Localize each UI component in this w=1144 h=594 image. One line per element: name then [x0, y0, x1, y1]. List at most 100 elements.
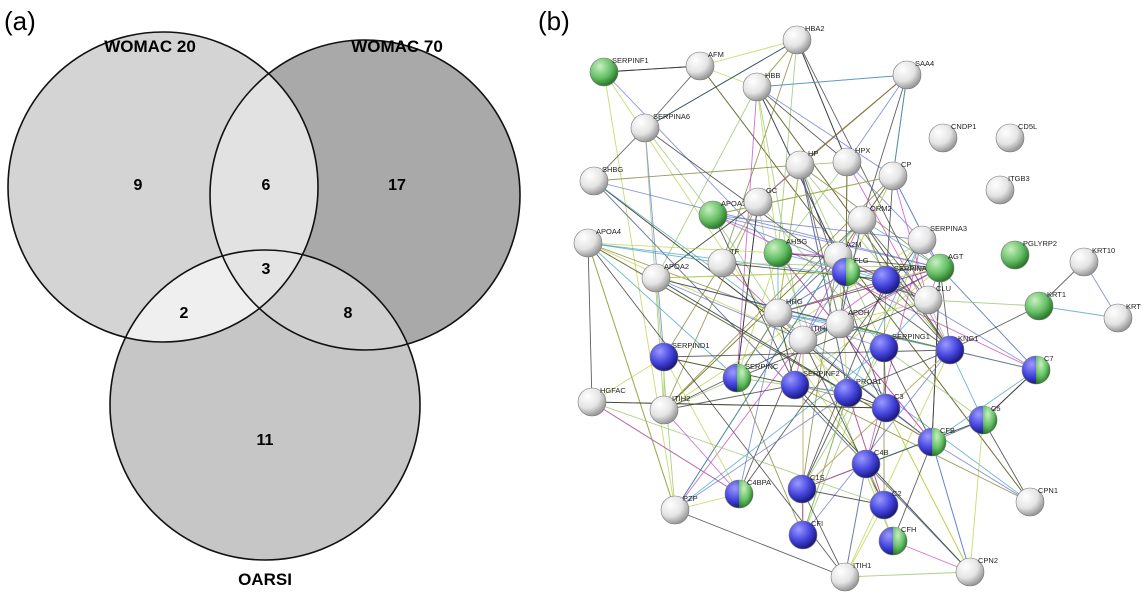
edge — [883, 347, 984, 421]
edge — [777, 39, 798, 254]
node-label: SERPINF2 — [803, 369, 840, 378]
set-label: WOMAC 70 — [351, 37, 443, 56]
node-label: SERPINC — [745, 362, 779, 371]
protein-node: APOH — [825, 308, 869, 339]
protein-node: SERPINA3 — [907, 224, 967, 255]
node-sphere — [913, 285, 943, 315]
node-label: APOA2 — [664, 262, 689, 271]
node-sphere — [928, 123, 958, 153]
node-sphere — [871, 393, 901, 423]
protein-node: C4BPA — [724, 478, 771, 509]
protein-node: FLG — [831, 256, 869, 287]
protein-node: C1S — [787, 473, 825, 504]
edge — [844, 349, 951, 578]
node-sphere — [871, 265, 901, 295]
edge — [777, 219, 863, 314]
node-half — [737, 364, 751, 392]
protein-node: APOA2 — [641, 262, 689, 293]
protein-node: CPN1 — [1015, 486, 1058, 517]
protein-node: AHSG — [763, 237, 807, 268]
node-label: C4B — [874, 448, 889, 457]
protein-node: HBB — [742, 71, 780, 102]
protein-node: HBA2 — [782, 24, 825, 55]
edge — [655, 277, 804, 341]
protein-node: SERPINF1 — [589, 56, 649, 87]
edge — [756, 86, 779, 254]
protein-node: C2 — [869, 489, 902, 520]
region-count: 9 — [134, 177, 143, 194]
edge — [712, 214, 941, 269]
node-sphere — [579, 166, 609, 196]
venn-diagram: (a) WOMAC 20 WOMAC 70 OARSI 9 17 11 6 2 … — [4, 6, 521, 589]
node-sphere — [589, 57, 619, 87]
edge — [593, 180, 941, 269]
edge — [712, 214, 1037, 371]
edge — [655, 277, 676, 511]
protein-node: SERPINA6 — [630, 112, 690, 143]
node-label: TF — [730, 247, 740, 256]
edge — [591, 401, 885, 506]
node-sphere — [955, 557, 985, 587]
node-sphere — [892, 60, 922, 90]
node-label: CPN1 — [1038, 486, 1058, 495]
protein-node: CFB — [917, 426, 955, 457]
protein-node: CFI — [788, 519, 823, 550]
node-label: HRG — [786, 297, 803, 306]
edge — [794, 384, 971, 573]
edge — [949, 349, 1037, 371]
edge — [593, 164, 801, 182]
edge — [736, 86, 758, 379]
node-label: ITIH1 — [853, 561, 871, 570]
edge — [885, 407, 971, 573]
edge — [663, 409, 740, 495]
node-label: CNDP1 — [951, 122, 976, 131]
node-sphere — [785, 150, 815, 180]
edge — [799, 164, 951, 351]
node-label: C7 — [1044, 354, 1054, 363]
edge — [663, 356, 740, 495]
edge — [756, 86, 848, 163]
node-sphere — [825, 309, 855, 339]
node-label: AFM — [708, 50, 724, 59]
set-label: WOMAC 20 — [104, 37, 196, 56]
edge — [861, 219, 941, 269]
protein-node: AGT — [925, 252, 964, 283]
protein-node: CNDP1 — [928, 122, 976, 153]
node-label: ITIH2 — [672, 394, 690, 403]
edge — [777, 312, 951, 351]
node-label: SAA4 — [915, 59, 934, 68]
protein-node: HP — [785, 149, 818, 180]
node-sphere — [573, 228, 603, 258]
edge — [777, 252, 941, 269]
protein-node: APOA4 — [573, 227, 621, 258]
node-sphere — [1024, 291, 1054, 321]
node-label: HBA2 — [805, 24, 825, 33]
node-label: HP — [808, 149, 818, 158]
node-sphere — [685, 51, 715, 81]
edge — [839, 267, 941, 325]
edge — [756, 86, 804, 341]
protein-node: PGLYRP2 — [1000, 239, 1057, 270]
protein-node: C3 — [871, 392, 904, 423]
node-label: ORM2 — [870, 204, 892, 213]
node-sphere — [1000, 240, 1030, 270]
protein-node: ORM2 — [847, 204, 892, 235]
node-half — [983, 406, 997, 434]
node-half — [846, 258, 860, 286]
node-sphere — [577, 387, 607, 417]
edge — [892, 175, 941, 269]
protein-node: SERPIND1 — [649, 341, 710, 372]
protein-node: HGFAC — [577, 386, 626, 417]
protein-node: CFH — [878, 525, 916, 556]
edge — [847, 392, 885, 506]
edge — [885, 279, 1037, 371]
region-count: 2 — [180, 305, 189, 322]
edge — [839, 299, 929, 325]
edge — [844, 571, 971, 578]
edge — [969, 419, 984, 573]
node-label: KRT — [1126, 302, 1141, 311]
edge — [603, 71, 676, 511]
protein-node: KRT10 — [1069, 246, 1115, 277]
edge — [655, 277, 849, 394]
edge — [699, 65, 1031, 503]
